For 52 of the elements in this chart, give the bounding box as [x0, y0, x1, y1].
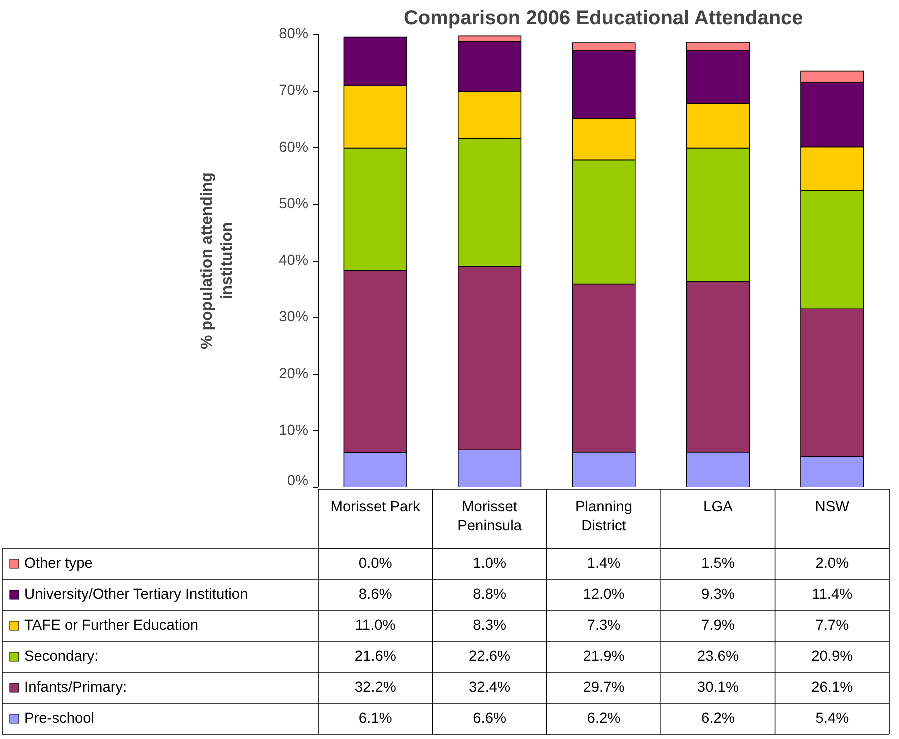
x-tick-label: Morisset Park [330, 500, 422, 516]
data-label: 6.6% [473, 711, 507, 727]
data-label: 5.4% [816, 711, 850, 727]
data-label: 29.7% [583, 680, 625, 696]
data-label: 11.0% [355, 618, 396, 634]
data-label: 6.2% [701, 711, 735, 727]
data-label: 8.6% [358, 587, 392, 603]
legend-label: Infants/Primary: [24, 680, 128, 696]
legend-label: TAFE or Further Education [24, 618, 199, 634]
data-label: 32.4% [469, 680, 511, 696]
data-label: 11.4% [812, 587, 853, 603]
data-label: 0.0% [358, 556, 392, 572]
data-label: 22.6% [469, 649, 511, 665]
data-label: 20.9% [812, 649, 854, 665]
data-label: 9.3% [701, 587, 735, 603]
y-axis-title: % population attending institution [198, 172, 236, 350]
y-tick-label: 30% [279, 310, 309, 326]
data-label: 1.4% [587, 556, 621, 572]
data-label: 8.3% [473, 618, 507, 634]
data-label: 32.2% [354, 680, 396, 696]
y-tick-label: 70% [279, 83, 309, 100]
data-label: 26.1% [812, 680, 854, 696]
legend-label: Other type [24, 556, 93, 572]
x-tick-label: LGA [704, 500, 734, 516]
x-tick-label: Morisset Peninsula [458, 500, 523, 535]
y-tick-label: 50% [279, 196, 309, 212]
data-label: 7.3% [587, 618, 621, 634]
data-label: 6.1% [358, 711, 392, 727]
data-label: 21.9% [583, 649, 625, 665]
y-tick-label: 80% [279, 26, 309, 42]
data-label: 8.8% [473, 587, 507, 603]
data-label: 30.1% [697, 680, 739, 696]
data-label: 6.2% [587, 711, 621, 727]
data-label: 12.0% [583, 587, 625, 603]
data-label: 2.0% [816, 556, 850, 572]
data-label: 1.5% [701, 556, 735, 572]
x-tick-label: Planning District [575, 500, 633, 535]
data-label: 23.6% [697, 649, 739, 665]
y-tick-label: 10% [279, 422, 309, 439]
data-label: 7.9% [701, 618, 735, 634]
x-tick-label: NSW [815, 500, 850, 516]
y-tick-label: 20% [279, 366, 309, 382]
y-tick-label: 40% [279, 253, 309, 269]
y-tick-label: 0% [287, 474, 309, 490]
data-label: 7.7% [816, 618, 850, 634]
legend-label: Pre-school [24, 711, 95, 727]
legend-label: Secondary: [24, 649, 99, 665]
y-tick-label: 60% [279, 140, 309, 156]
chart-title: Comparison 2006 Educational Attendance [404, 8, 804, 30]
data-label: 1.0% [473, 556, 507, 572]
legend-label: University/Other Tertiary Institution [24, 587, 248, 603]
data-label: 21.6% [354, 649, 396, 665]
